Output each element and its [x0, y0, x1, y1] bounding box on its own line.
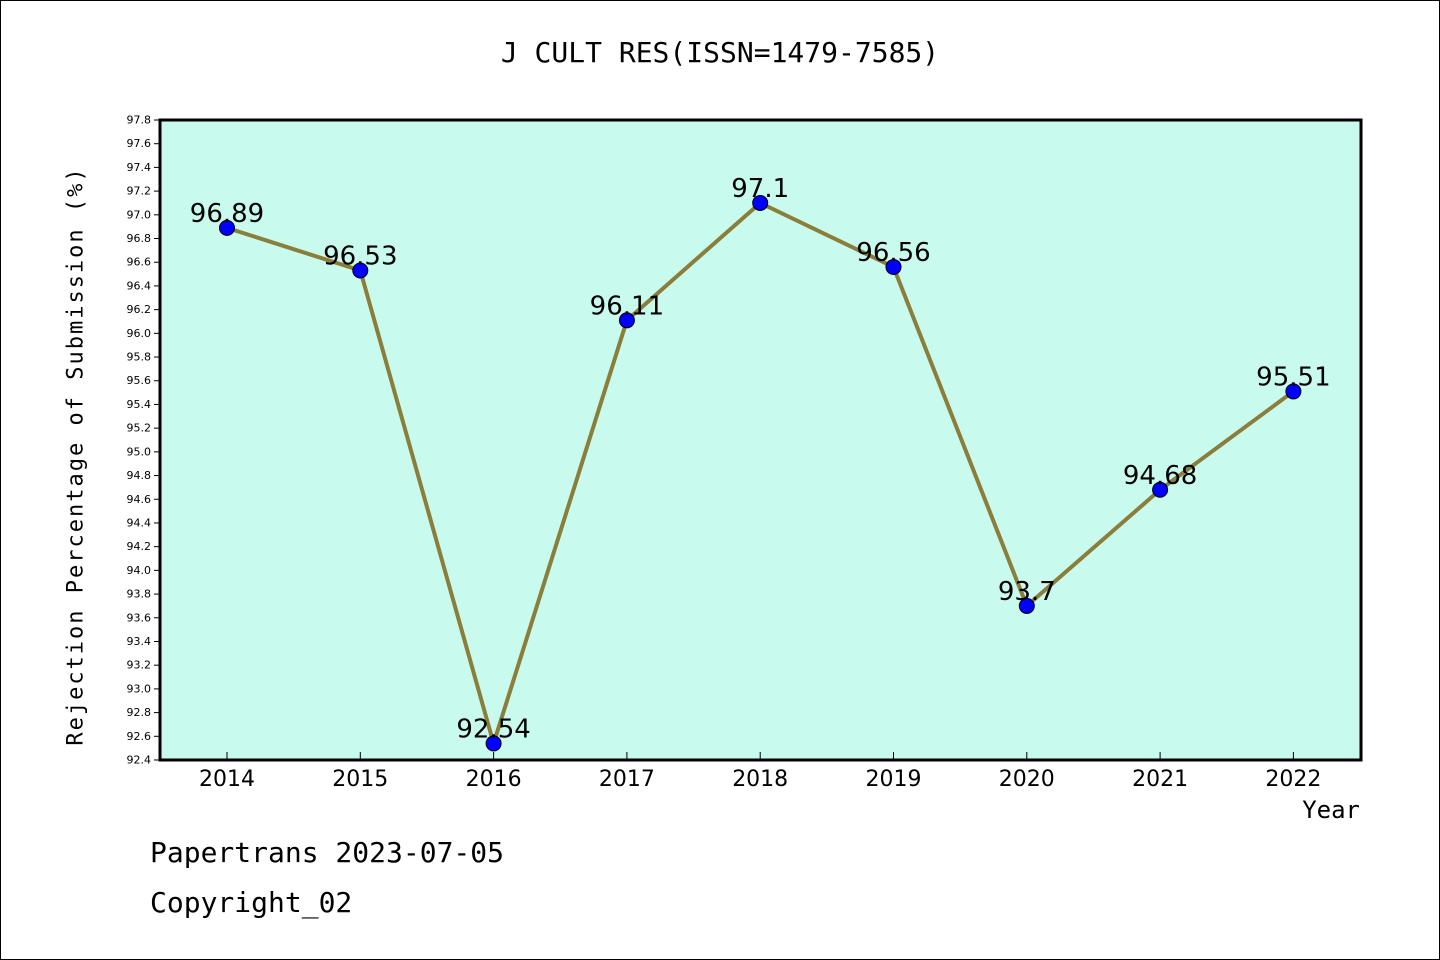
y-tick-label: 96.4 — [127, 279, 152, 292]
data-point — [618, 312, 635, 329]
plot-area — [158, 118, 1363, 762]
y-tick-label: 92.6 — [127, 730, 152, 743]
data-label: 93.7 — [998, 577, 1056, 607]
x-axis-label: Year — [1302, 796, 1360, 824]
data-point — [1018, 597, 1035, 614]
x-tick-label: 2017 — [599, 767, 655, 792]
y-axis-label: Rejection Percentage of Submission (%) — [63, 166, 89, 746]
data-label: 96.89 — [190, 199, 264, 229]
y-axis: 92.4 92.6 92.8 93.0 93.2 93.4 93.6 93.8 94.0 94.2… — [127, 114, 160, 767]
data-point — [485, 735, 502, 752]
data-label: 96.53 — [323, 242, 397, 272]
y-tick-label: 92.8 — [127, 706, 152, 719]
x-tick-label: 2016 — [466, 767, 522, 792]
data-label: 94.68 — [1123, 461, 1197, 491]
y-tick-label: 93.2 — [127, 659, 152, 672]
data-point — [219, 219, 235, 236]
data-label: 96.11 — [590, 291, 664, 321]
data-point — [1152, 481, 1169, 498]
y-tick-label: 93.8 — [127, 588, 152, 601]
x-tick-label: 2022 — [1265, 767, 1321, 792]
y-tick-label: 92.4 — [127, 754, 152, 767]
y-tick-label: 95.4 — [127, 398, 152, 411]
data-label: 96.56 — [856, 238, 930, 268]
series-layer: 96.89 96.53 92.54 96.11 97.1 96.56 93.7 94.68 95… — [190, 174, 1331, 752]
data-label: 97.1 — [731, 174, 789, 204]
y-tick-label: 95.2 — [127, 422, 152, 435]
footer-date: Papertrans 2023-07-05 — [150, 836, 505, 869]
chart-title: J CULT RES(ISSN=1479-7585) — [500, 36, 940, 69]
data-point — [752, 194, 769, 211]
y-tick-label: 93.4 — [127, 635, 152, 648]
y-tick-label: 97.8 — [127, 114, 152, 127]
y-tick-label: 96.2 — [127, 303, 152, 316]
x-tick-label: 2020 — [999, 767, 1055, 792]
y-tick-label: 95.8 — [127, 351, 152, 364]
y-tick-label: 94.6 — [127, 493, 152, 506]
y-tick-label: 96.0 — [127, 327, 152, 340]
y-tick-label: 97.2 — [127, 185, 152, 198]
y-tick-label: 96.6 — [127, 256, 152, 269]
y-tick-label: 94.0 — [127, 564, 152, 577]
y-tick-label: 96.8 — [127, 232, 152, 245]
x-axis: 2014 2015 2016 2017 2018 2019 2020 2021 2022 — [199, 752, 1321, 792]
y-tick-label: 94.8 — [127, 469, 152, 482]
data-label: 95.51 — [1256, 362, 1330, 392]
footer-copyright: Copyright_02 — [150, 886, 353, 919]
y-tick-label: 95.0 — [127, 445, 152, 458]
y-tick-label: 94.2 — [127, 540, 152, 553]
y-tick-label: 97.0 — [127, 208, 152, 221]
data-label: 92.54 — [456, 714, 530, 744]
y-tick-label: 97.6 — [127, 137, 152, 150]
data-point — [1285, 383, 1302, 400]
x-tick-label: 2021 — [1132, 767, 1188, 792]
x-tick-label: 2019 — [866, 767, 922, 792]
x-tick-label: 2018 — [732, 767, 788, 792]
y-tick-label: 95.6 — [127, 374, 152, 387]
y-tick-label: 93.0 — [127, 682, 152, 695]
data-point — [885, 258, 902, 275]
y-tick-label: 97.4 — [127, 161, 152, 174]
x-tick-label: 2014 — [199, 767, 255, 792]
data-point — [352, 262, 369, 279]
y-tick-label: 94.4 — [127, 516, 152, 529]
y-tick-label: 93.6 — [127, 611, 152, 624]
x-tick-label: 2015 — [332, 767, 388, 792]
